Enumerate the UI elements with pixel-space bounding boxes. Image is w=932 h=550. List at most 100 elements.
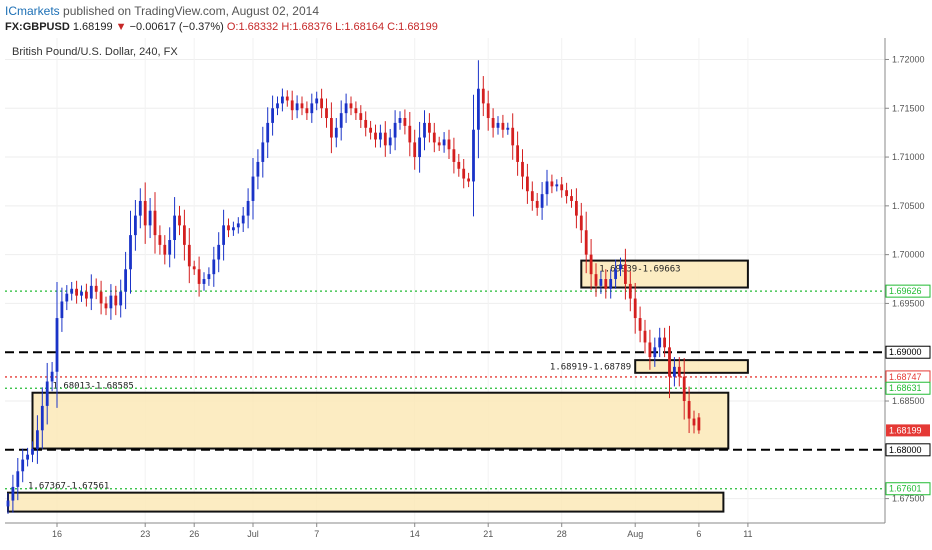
candle-body	[232, 227, 235, 231]
symbol-name[interactable]: FX:GBPUSD	[5, 21, 70, 33]
candle-body	[570, 196, 573, 201]
candle-body	[462, 168, 466, 179]
zone-1-68919	[634, 359, 749, 374]
candle-body	[26, 454, 29, 460]
1.69000-level-tag	[885, 345, 931, 359]
y-tick-label: 1.69500	[892, 298, 925, 308]
candle-body	[628, 283, 632, 299]
price-levels	[5, 290, 885, 490]
1.68000-level-tag-label: 1.68000	[889, 445, 922, 455]
candle-body	[584, 230, 588, 255]
candle-body	[217, 244, 221, 260]
candle-body	[579, 215, 583, 231]
candle-body	[178, 215, 181, 226]
candle-body	[403, 118, 407, 126]
price-chart[interactable]: 1.69939-1.69663 1.68919-1.68789 1.68013-1.…	[0, 38, 932, 550]
candle-body	[310, 103, 314, 114]
candle-body	[432, 132, 436, 143]
candle-body	[374, 132, 377, 140]
candle-body	[45, 381, 49, 406]
candle-body	[511, 127, 515, 146]
candle-body	[545, 181, 549, 195]
candle-body	[153, 210, 157, 236]
candle-body	[173, 215, 176, 241]
candle-body	[285, 96, 289, 101]
candle-body	[516, 145, 519, 162]
candle-body	[682, 376, 686, 402]
candle-body	[619, 264, 622, 270]
candle-body	[668, 347, 671, 377]
x-tick-label: Aug	[627, 529, 643, 539]
candle-body	[148, 210, 152, 226]
1.67601-level-tag-label: 1.67601	[889, 484, 922, 494]
publisher-brand-link[interactable]: ICmarkets	[5, 4, 60, 18]
candle-body	[442, 139, 446, 146]
zone-1-68613-label: 1.68013-1.68585	[53, 382, 134, 392]
close-value: C:1.68199	[387, 21, 438, 33]
zone-1-69939-label: 1.69939-1.69663	[599, 265, 680, 275]
y-tick-label: 1.67500	[892, 494, 925, 504]
high-value: H:1.68376	[281, 21, 333, 33]
zone-1-69939	[580, 259, 749, 289]
candle-body	[138, 200, 142, 216]
candle-body	[330, 118, 333, 138]
1.69626-level-tag-label: 1.69626	[889, 286, 922, 296]
candle-body	[50, 371, 54, 382]
candle-body	[408, 125, 412, 143]
candle-body	[212, 259, 216, 275]
candle-body	[349, 103, 353, 109]
y-tick-label: 1.72000	[892, 54, 925, 64]
candle-body	[119, 291, 123, 306]
candle-body	[11, 486, 15, 501]
published-info: published on TradingView.com, August 02,…	[63, 4, 319, 18]
candle-body	[60, 301, 64, 319]
candle-body	[687, 401, 691, 419]
candle-body	[129, 235, 132, 270]
chart-title: British Pound/U.S. Dollar, 240, FX	[12, 46, 178, 58]
candle-body	[633, 298, 637, 319]
x-tick-label: 21	[483, 529, 493, 539]
candle-body	[134, 215, 137, 236]
candle-body	[55, 318, 59, 372]
candle-body	[31, 448, 34, 455]
candle-body	[114, 295, 118, 306]
y-tick-label: 1.68500	[892, 396, 925, 406]
candle-body	[447, 139, 451, 150]
candle-body	[437, 142, 441, 146]
candle-body	[418, 137, 421, 158]
candle-body	[339, 113, 343, 128]
candle-body	[599, 279, 603, 286]
candle-body	[354, 108, 358, 114]
candle-body	[109, 295, 113, 309]
candle-body	[501, 122, 505, 130]
candle-body	[271, 108, 274, 123]
candle-body	[70, 288, 74, 294]
candle-body	[65, 293, 69, 302]
1.68747-level-tag-label: 1.68747	[889, 372, 922, 382]
candle-body	[276, 103, 279, 109]
1.67601-level-tag	[885, 482, 931, 496]
time-axis[interactable]: 16 23 26 Jul 7 14 21 28 Aug 6 11	[52, 523, 753, 539]
candle-body	[677, 366, 681, 377]
chart-header: ICmarkets published on TradingView.com, …	[0, 0, 932, 38]
candle-body	[197, 269, 201, 284]
candle-body	[163, 244, 167, 255]
candle-body	[359, 113, 363, 120]
candle-body	[207, 274, 211, 280]
candle-body	[89, 285, 93, 299]
price-axis[interactable]: 1.72000 1.71500 1.71000 1.70500 1.70000 1.695…	[885, 54, 925, 504]
candle-body	[452, 149, 456, 162]
candle-body	[256, 161, 260, 177]
y-tick-label: 1.71000	[892, 152, 925, 162]
candle-body	[643, 330, 647, 343]
candle-body	[222, 225, 225, 245]
candle-body	[6, 500, 10, 507]
candle-body	[423, 122, 426, 138]
candle-body	[364, 119, 368, 128]
candle-body	[624, 264, 627, 284]
candle-body	[560, 184, 564, 191]
x-tick-label: 14	[410, 529, 420, 539]
candle-body	[638, 318, 642, 331]
1.69000-level-tag-label: 1.69000	[889, 347, 922, 357]
